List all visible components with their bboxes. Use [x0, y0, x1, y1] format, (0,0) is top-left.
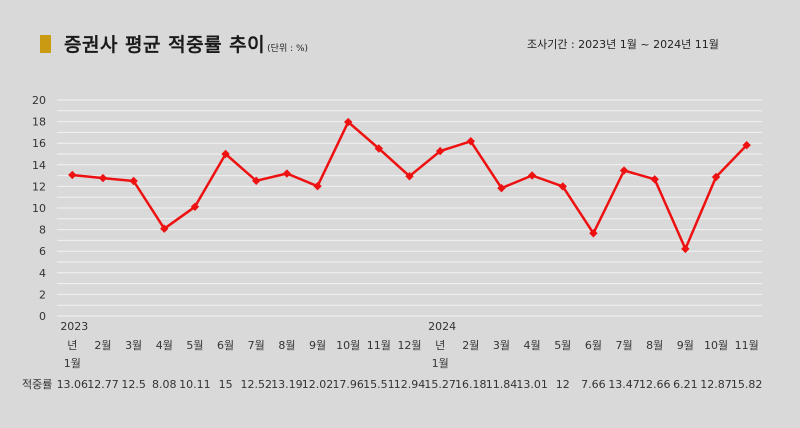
- data-value-label: 12.94: [394, 378, 426, 391]
- data-point: [742, 140, 751, 150]
- data-point: [711, 172, 721, 182]
- data-point: [252, 176, 261, 185]
- y-tick-label: 18: [32, 116, 46, 129]
- x-category-label: 1월: [64, 357, 81, 370]
- y-tick-label: 10: [32, 202, 46, 215]
- x-category-label: 6월: [585, 339, 602, 352]
- data-point: [650, 175, 659, 184]
- x-category-label: 7월: [616, 339, 633, 352]
- chart-title: 증권사 평균 적중률 추이: [64, 34, 266, 56]
- data-point: [589, 229, 598, 238]
- data-value-label: 17.96: [332, 378, 364, 391]
- x-category-label: 3월: [493, 339, 510, 352]
- x-category-label: 8월: [646, 339, 663, 352]
- x-category-label: 4월: [524, 339, 541, 352]
- data-value-label: 8.08: [152, 378, 177, 391]
- data-value-label: 13.01: [516, 378, 548, 391]
- data-point: [160, 224, 169, 233]
- x-category-label: 5월: [554, 339, 571, 352]
- data-value-label: 15.27: [424, 378, 456, 391]
- x-category-label: 8월: [278, 339, 295, 352]
- data-value-label: 6.21: [673, 378, 698, 391]
- x-category-label: 12월: [397, 339, 421, 352]
- title-block: 증권사 평균 적중률 추이 (단위 : %): [40, 30, 308, 57]
- x-category-label: 년: [435, 339, 445, 352]
- x-category-label: 11월: [367, 339, 391, 352]
- data-value-label: 15: [219, 378, 233, 391]
- data-value-label: 12.52: [240, 378, 272, 391]
- x-category-label: 6월: [217, 339, 234, 352]
- year-label: 2024: [428, 320, 456, 333]
- y-tick-label: 12: [32, 180, 46, 193]
- data-point: [558, 182, 567, 191]
- data-value-label: 15.51: [363, 378, 395, 391]
- data-point: [98, 173, 108, 183]
- data-point: [466, 137, 476, 146]
- data-value-label: 7.66: [581, 378, 606, 391]
- data-value-label: 12.77: [87, 378, 119, 391]
- x-category-label: 7월: [248, 339, 265, 352]
- y-tick-label: 16: [32, 137, 46, 150]
- data-value-label: 13.06: [57, 378, 89, 391]
- data-point: [129, 176, 138, 186]
- data-point: [405, 172, 414, 181]
- data-point: [527, 171, 537, 180]
- survey-period: 조사기간 : 2023년 1월 ~ 2024년 11월: [527, 38, 719, 51]
- data-point: [435, 146, 445, 156]
- x-category-label: 3월: [125, 339, 142, 352]
- data-point: [221, 149, 230, 159]
- data-value-label: 16.18: [455, 378, 487, 391]
- year-label: 2023: [60, 320, 88, 333]
- data-point: [374, 144, 384, 153]
- data-point: [681, 244, 690, 254]
- x-category-label: 년: [67, 339, 77, 352]
- data-value-label: 12.66: [639, 378, 671, 391]
- data-point: [68, 170, 77, 180]
- unit-label: (단위 : %): [267, 44, 309, 54]
- data-value-label: 13.19: [271, 378, 303, 391]
- data-point: [190, 202, 200, 212]
- y-tick-label: 20: [32, 94, 46, 107]
- data-value-label: 11.84: [486, 378, 518, 391]
- y-tick-label: 4: [39, 267, 46, 280]
- value-row-label: 적중률: [22, 378, 52, 391]
- y-tick-label: 8: [39, 224, 46, 237]
- x-category-label: 2월: [462, 339, 479, 352]
- x-category-label: 9월: [309, 339, 326, 352]
- x-category-label: 5월: [186, 339, 203, 352]
- y-tick-label: 0: [39, 310, 46, 323]
- title-marker-icon: [40, 34, 51, 53]
- data-point: [282, 169, 292, 178]
- x-category-label: 4월: [156, 339, 173, 352]
- data-value-label: 12.87: [700, 378, 732, 391]
- x-category-label: 1월: [432, 357, 449, 370]
- y-tick-label: 6: [39, 245, 46, 258]
- data-value-label: 10.11: [179, 378, 211, 391]
- x-category-label: 2월: [94, 339, 111, 352]
- data-point: [619, 166, 629, 175]
- data-value-label: 12.02: [302, 378, 334, 391]
- data-value-label: 15.82: [731, 378, 763, 391]
- y-tick-label: 2: [39, 288, 46, 301]
- data-point: [497, 183, 506, 193]
- y-tick-label: 14: [32, 159, 46, 172]
- data-value-label: 13.47: [608, 378, 640, 391]
- data-point: [343, 117, 353, 127]
- data-value-label: 12: [556, 378, 570, 391]
- x-category-label: 10월: [704, 339, 728, 352]
- data-point: [313, 181, 322, 191]
- x-category-label: 9월: [677, 339, 694, 352]
- data-value-label: 12.5: [121, 378, 146, 391]
- x-category-label: 11월: [735, 339, 759, 352]
- x-category-label: 10월: [336, 339, 360, 352]
